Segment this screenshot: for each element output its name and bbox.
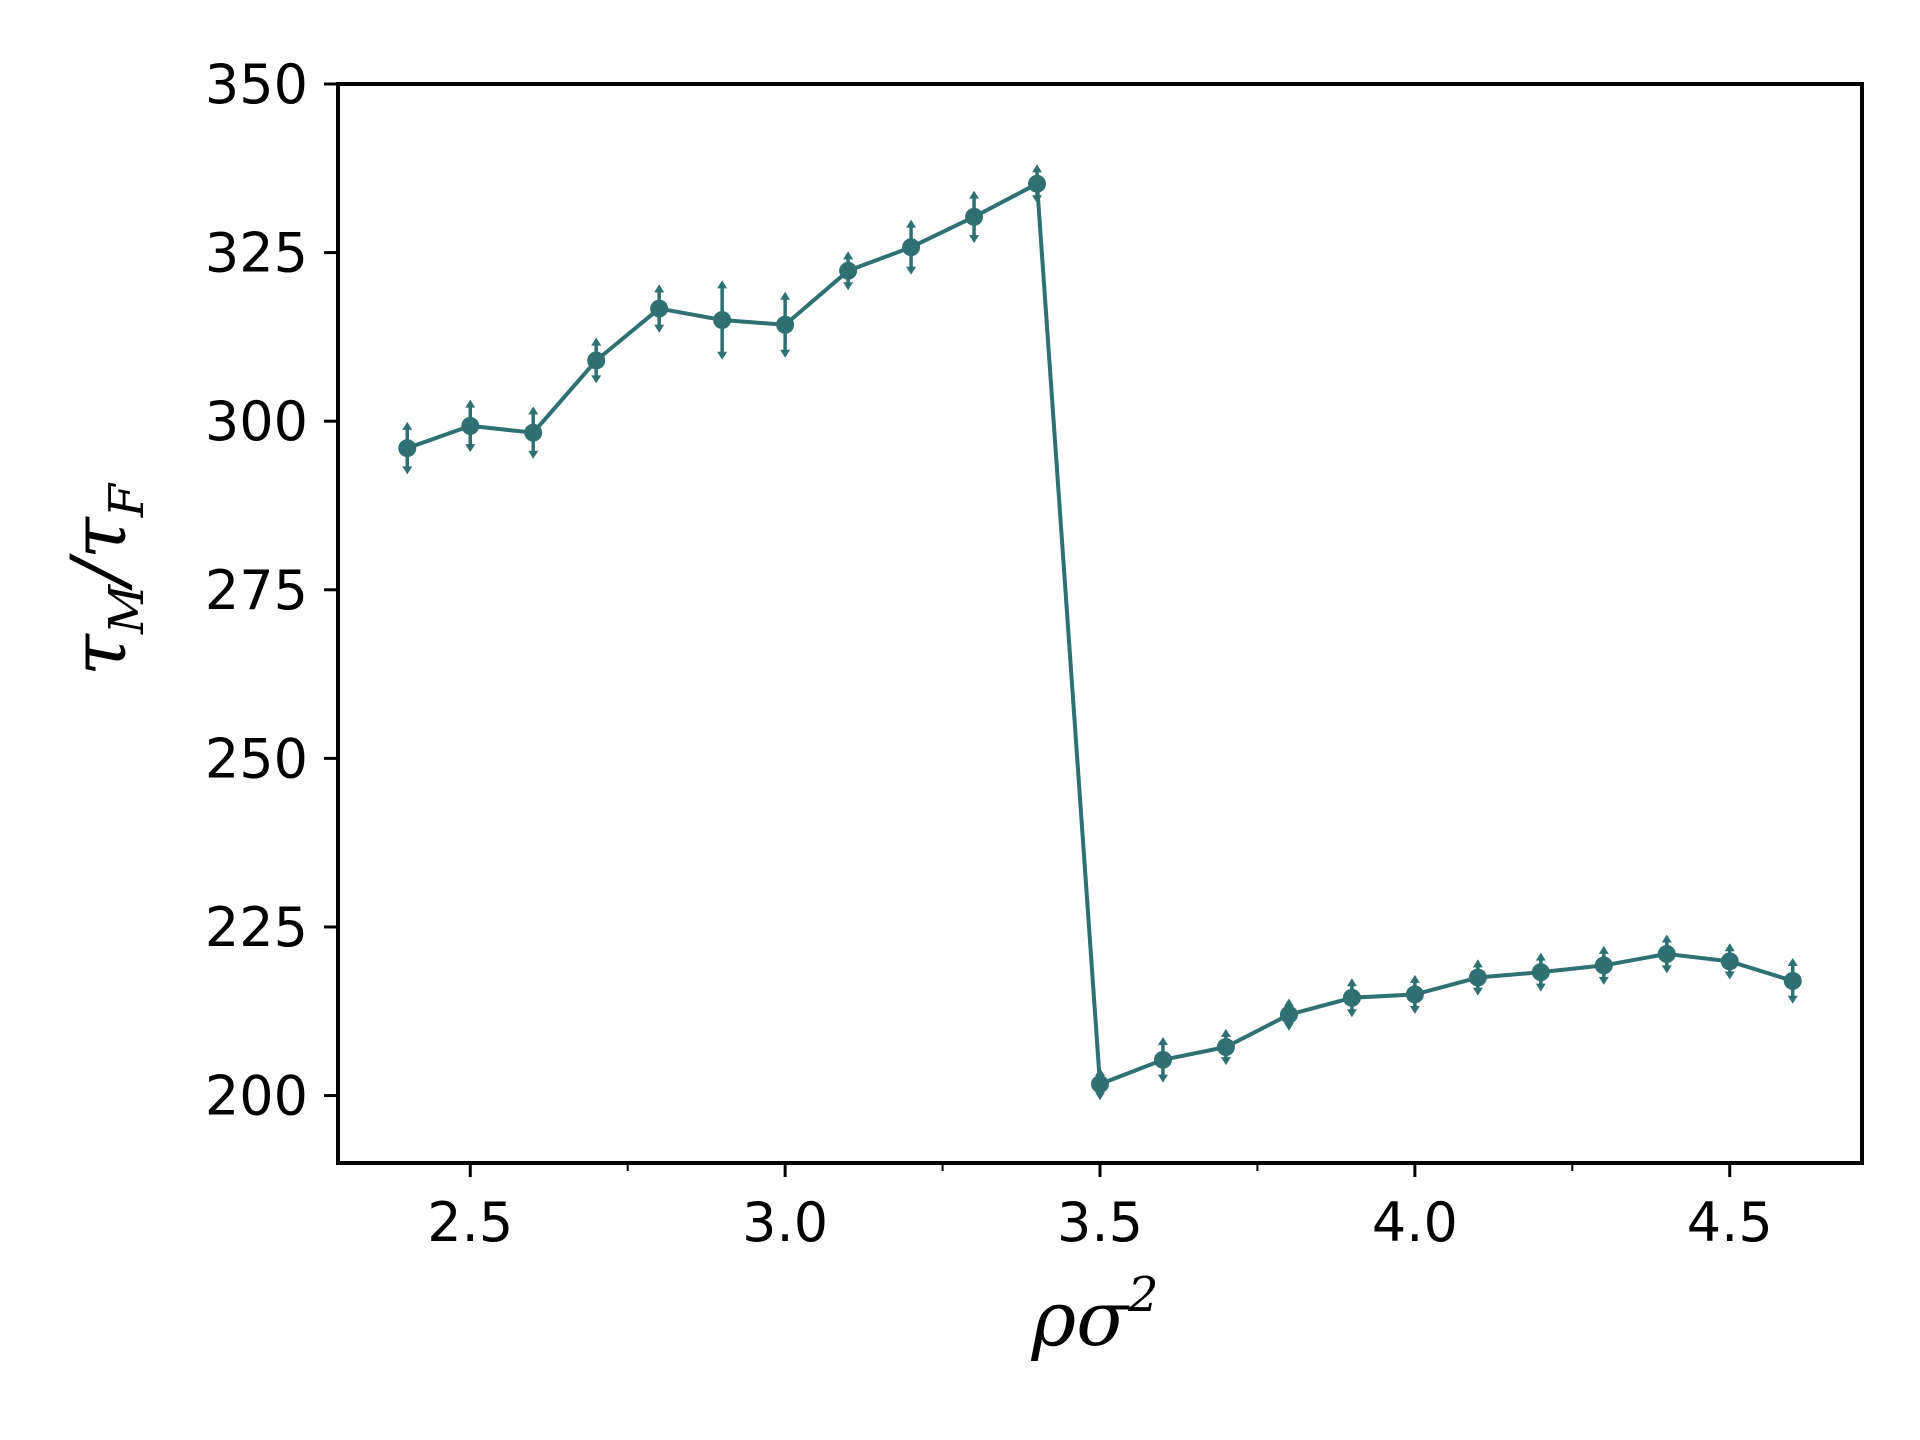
x-axis: 2.5 3.0 3.5 4.0 4.5 [427,1163,1773,1254]
error-cap-bottom [969,235,980,244]
data-point [1720,952,1739,971]
y-tick-label: 300 [205,390,308,453]
data-point [713,311,732,330]
error-cap-bottom [1283,1022,1294,1031]
error-cap-top [654,284,665,293]
data-point [1342,988,1361,1007]
data-point [902,238,921,257]
y-tick-label: 350 [205,53,308,116]
error-cap-top [465,399,476,408]
error-cap-top [843,251,854,260]
data-point [1531,963,1550,982]
data-point [524,423,543,442]
y-axis-label: τM/τF [54,482,155,676]
error-cap-top [1220,1028,1231,1037]
error-cap-top [1032,164,1043,173]
error-cap-top [1157,1036,1168,1045]
error-cap-top [1535,952,1546,961]
data-point [1216,1038,1235,1057]
x-tick-label: 3.0 [742,1191,828,1254]
error-cap-bottom [465,444,476,453]
y-axis: 200 225 250 275 300 325 350 [205,53,338,1128]
error-cap-bottom [1032,195,1043,204]
error-cap-bottom [1346,1009,1357,1018]
error-cap-bottom [1787,995,1798,1004]
error-cap-bottom [1724,971,1735,980]
y-tick-label: 200 [205,1065,308,1128]
error-cap-bottom [717,351,728,360]
data-point [650,299,669,318]
error-cap-bottom [591,375,602,384]
error-cap-top [1598,945,1609,954]
axes-frame [336,82,1864,1165]
error-cap-top [1724,943,1735,952]
error-cap-top [1472,959,1483,968]
data-point [1783,971,1802,990]
error-cap-top [402,421,413,430]
error-cap-top [717,280,728,289]
data-point [587,351,606,370]
error-cap-bottom [1095,1092,1105,1101]
error-cap-bottom [1220,1057,1231,1066]
data-point [461,416,480,435]
data-point [398,439,417,458]
error-cap-top [1346,978,1357,987]
data-point [1594,956,1613,975]
x-tick-label: 4.0 [1372,1191,1458,1254]
data-point [1091,1075,1109,1094]
error-cap-top [591,337,602,346]
y-tick-label: 225 [205,896,308,959]
error-cap-bottom [906,266,917,275]
x-tick-label: 2.5 [427,1191,513,1254]
error-cap-bottom [1535,983,1546,992]
x-tick-label: 4.5 [1687,1191,1773,1254]
error-cap-bottom [654,324,665,333]
error-cap-top [1661,934,1672,943]
error-cap-bottom [528,450,539,459]
data-point [839,261,858,280]
error-cap-top [906,219,917,228]
data-point [1468,968,1487,987]
error-cap-top [780,291,791,300]
error-cap-bottom [1157,1074,1168,1083]
error-cap-bottom [1598,976,1609,985]
error-cap-bottom [1472,987,1483,996]
error-cap-top [1283,998,1294,1007]
data-point [1657,944,1676,963]
error-cap-top [1095,1067,1105,1076]
data-point [776,315,795,334]
error-cap-bottom [1409,1005,1420,1014]
error-cap-top [1787,958,1798,967]
data-point [1028,174,1047,193]
data-point [1279,1005,1298,1024]
error-cap-top [1409,974,1420,983]
x-axis-label: ρσ2 [1030,1267,1158,1363]
plot-area [398,164,1802,1101]
y-tick-label: 275 [205,559,308,622]
data-point [1405,985,1424,1004]
error-cap-top [528,406,539,415]
y-tick-label: 325 [205,222,308,285]
y-tick-label: 250 [205,727,308,790]
data-point [965,207,984,226]
x-tick-label: 3.5 [1057,1191,1143,1254]
series-line [406,181,1794,1087]
error-cap-bottom [402,466,413,475]
data-point [1153,1050,1172,1069]
error-cap-bottom [1661,965,1672,974]
error-cap-top [969,190,980,199]
error-cap-bottom [780,349,791,358]
error-cap-bottom [843,282,854,291]
